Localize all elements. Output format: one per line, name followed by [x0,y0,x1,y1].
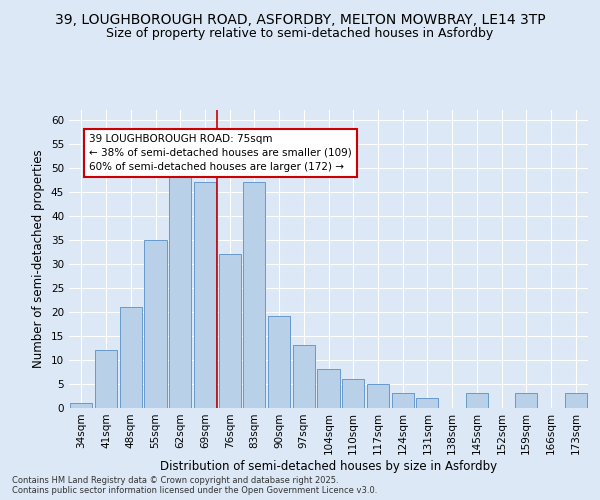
Bar [416,398,439,407]
Bar [466,393,488,407]
Bar [70,402,92,407]
Bar [119,306,142,408]
Bar [169,168,191,408]
Text: 39 LOUGHBOROUGH ROAD: 75sqm
← 38% of semi-detached houses are smaller (109)
60% : 39 LOUGHBOROUGH ROAD: 75sqm ← 38% of sem… [89,134,352,172]
Bar [342,378,364,408]
Y-axis label: Number of semi-detached properties: Number of semi-detached properties [32,150,46,368]
X-axis label: Distribution of semi-detached houses by size in Asfordby: Distribution of semi-detached houses by … [160,460,497,473]
Text: 39, LOUGHBOROUGH ROAD, ASFORDBY, MELTON MOWBRAY, LE14 3TP: 39, LOUGHBOROUGH ROAD, ASFORDBY, MELTON … [55,12,545,26]
Bar [243,182,265,408]
Bar [95,350,117,408]
Bar [515,393,538,407]
Bar [367,384,389,407]
Bar [317,369,340,408]
Bar [218,254,241,408]
Text: Contains HM Land Registry data © Crown copyright and database right 2025.
Contai: Contains HM Land Registry data © Crown c… [12,476,377,495]
Bar [392,393,414,407]
Bar [293,345,315,408]
Text: Size of property relative to semi-detached houses in Asfordby: Size of property relative to semi-detach… [106,28,494,40]
Bar [268,316,290,408]
Bar [145,240,167,408]
Bar [194,182,216,408]
Bar [565,393,587,407]
